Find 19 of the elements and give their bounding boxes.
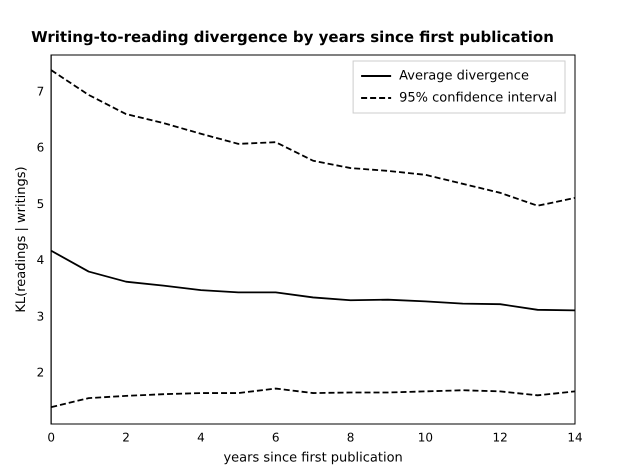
x-tick-label: 0 — [47, 430, 56, 444]
y-axis-title: KL(readings | writings) — [14, 166, 30, 313]
legend-label: 95% confidence interval — [399, 90, 558, 106]
x-tick-label: 14 — [567, 430, 583, 444]
x-tick-label: 10 — [418, 430, 433, 444]
x-tick-label: 6 — [272, 430, 280, 444]
y-tick-label: 4 — [36, 253, 44, 267]
y-tick-label: 5 — [36, 196, 44, 211]
x-axis-title: years since first publication — [223, 450, 403, 466]
chart-title: Writing-to-reading divergence by years since first publication — [31, 28, 554, 46]
x-tick-label: 4 — [197, 430, 205, 444]
x-tick-label: 8 — [346, 430, 354, 444]
x-tick-label: 2 — [122, 430, 130, 444]
x-tick-label: 12 — [492, 430, 508, 444]
y-tick-label: 2 — [36, 366, 44, 380]
y-tick-label: 3 — [36, 309, 44, 324]
legend-label: Average divergence — [399, 68, 529, 84]
y-tick-label: 6 — [36, 140, 44, 154]
y-tick-label: 7 — [36, 84, 44, 98]
